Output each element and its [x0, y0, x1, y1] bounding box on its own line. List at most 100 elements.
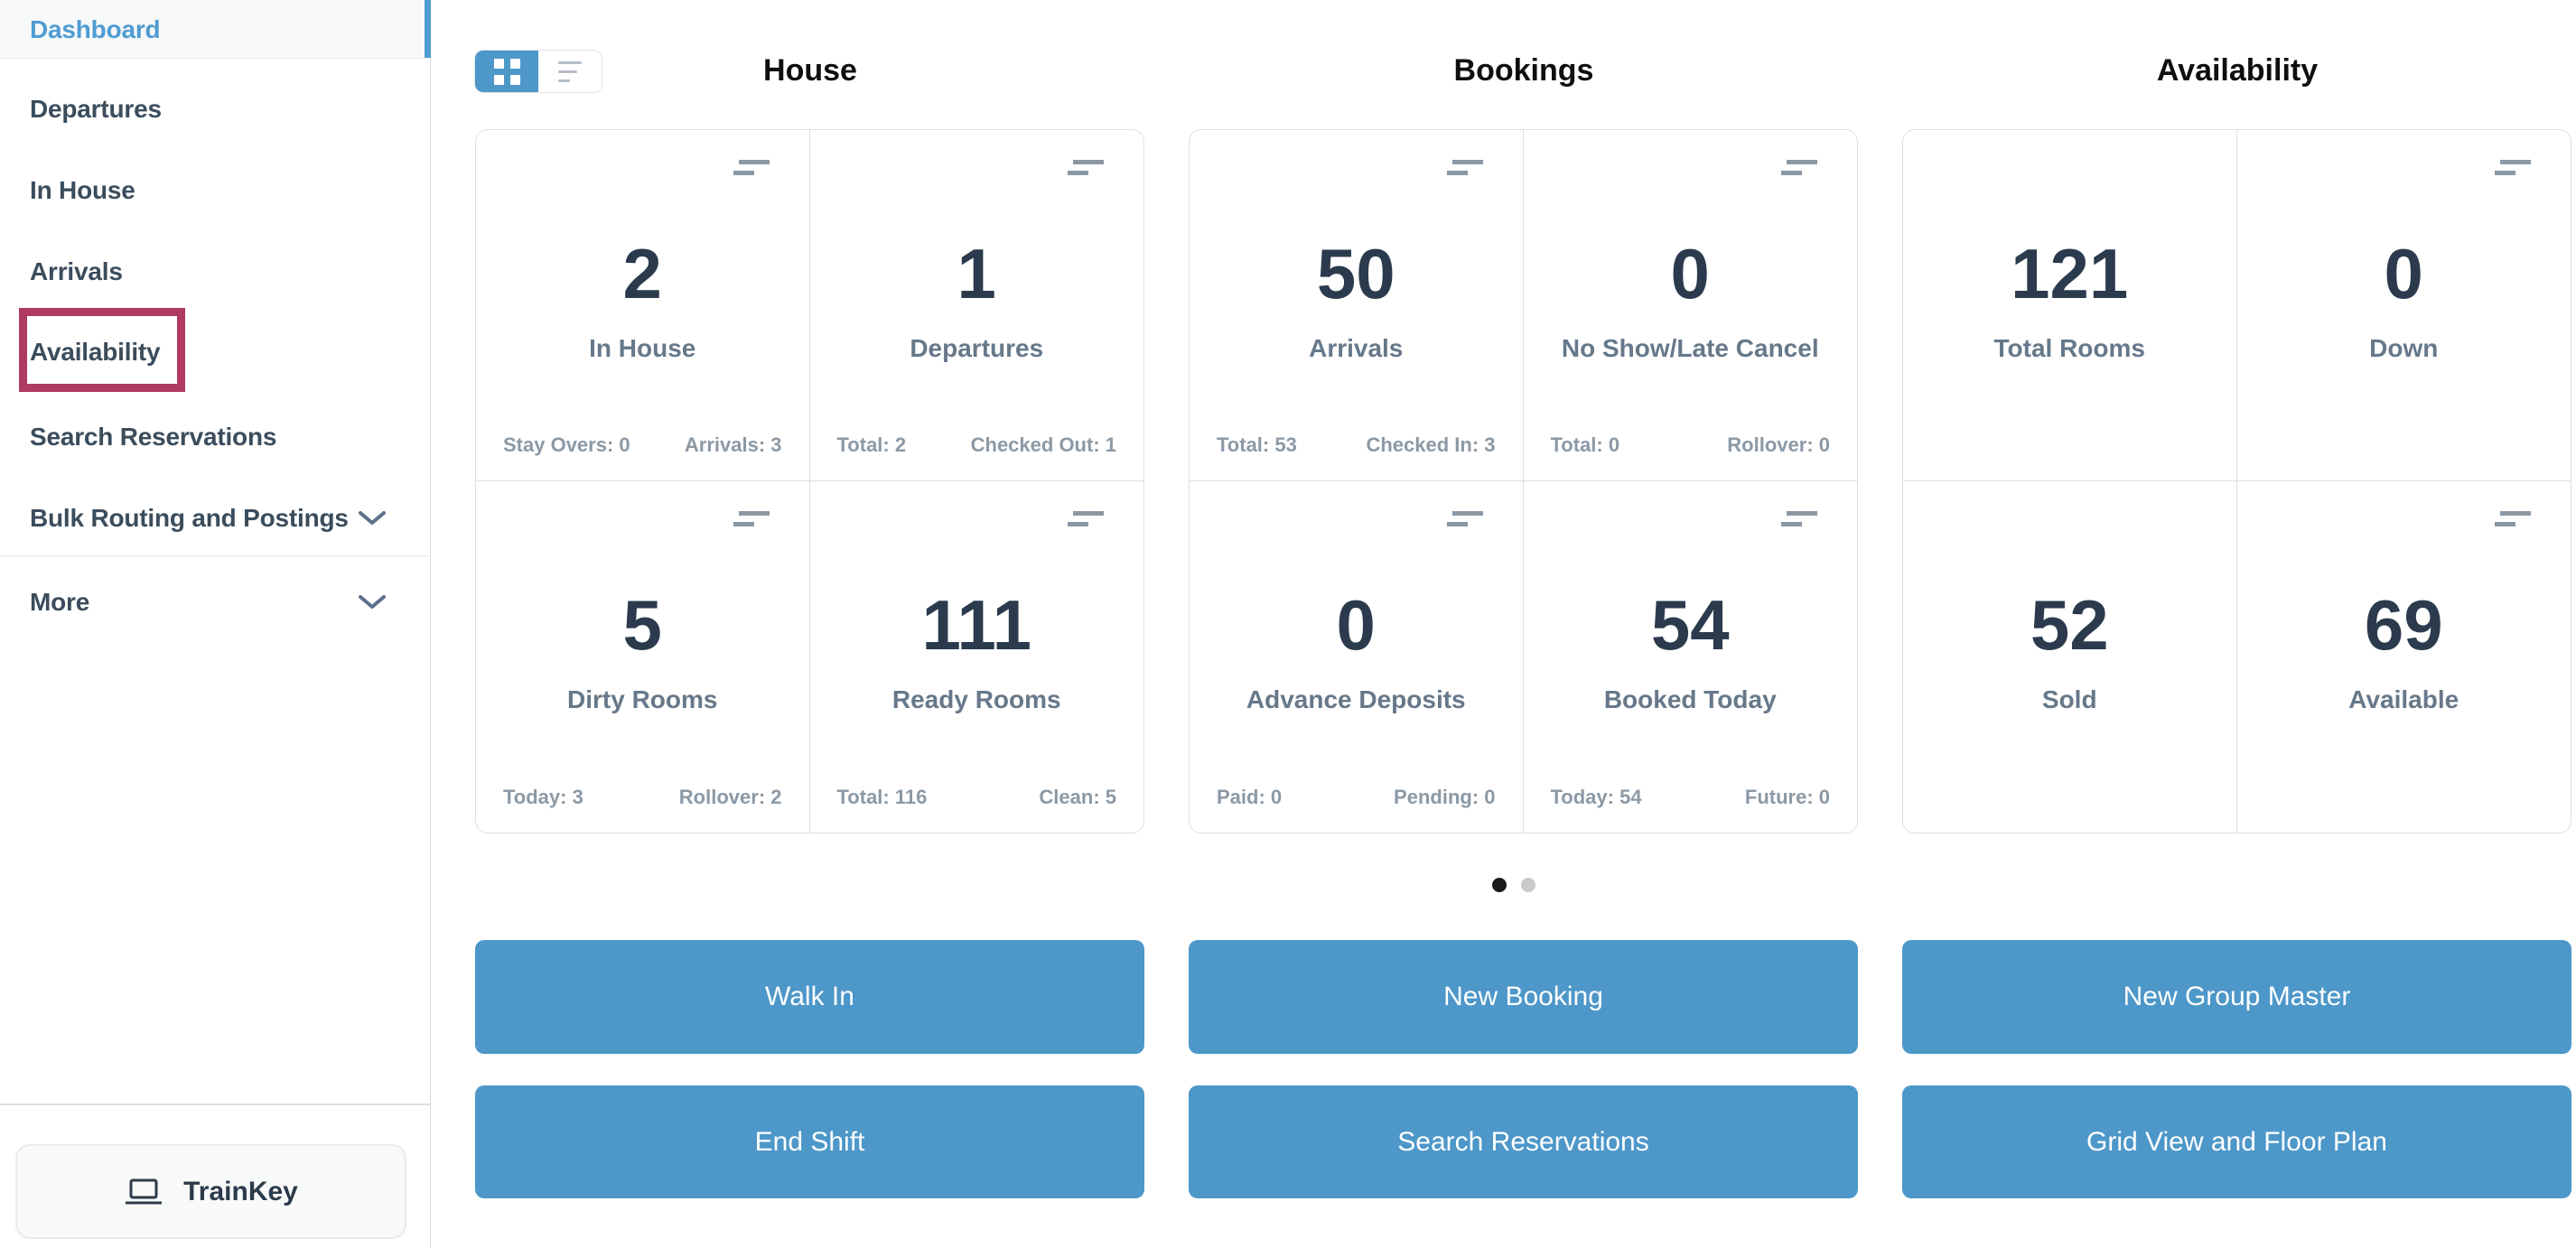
- filter-bars-icon[interactable]: [733, 511, 770, 526]
- card-stat-right: Checked In: 3: [1366, 433, 1496, 456]
- card-label: Total Rooms: [1993, 334, 2145, 362]
- sidebar-item-label: Departures: [30, 95, 162, 123]
- card-stat-right: Clean: 5: [1039, 786, 1116, 808]
- view-toggle: [474, 50, 602, 93]
- sidebar: Dashboard Departures In House Arrivals A…: [0, 0, 431, 1248]
- card-stats: Paid: 0 Pending: 0: [1217, 786, 1496, 809]
- sidebar-item-label: Search Reservations: [30, 423, 277, 451]
- card-stat-left: Today: 3: [503, 786, 583, 808]
- stat-card-advance-deposits[interactable]: 0 Advance Deposits Paid: 0 Pending: 0: [1190, 481, 1524, 833]
- card-stat-left: Total: 0: [1550, 433, 1620, 456]
- sidebar-item-label: Bulk Routing and Postings: [30, 504, 349, 532]
- card-stat-right: Arrivals: 3: [684, 433, 782, 456]
- walk-in-button[interactable]: Walk In: [475, 940, 1144, 1054]
- bookings-card-group: 50 Arrivals Total: 53 Checked In: 3 0 No…: [1189, 129, 1858, 834]
- stat-card-no-show[interactable]: 0 No Show/Late Cancel Total: 0 Rollover:…: [1523, 130, 1857, 481]
- card-stats: Today: 54 Future: 0: [1551, 786, 1831, 809]
- sidebar-item-label: In House: [30, 176, 135, 204]
- filter-bars-icon[interactable]: [1068, 160, 1104, 175]
- card-label: Booked Today: [1603, 685, 1777, 713]
- filter-bars-icon[interactable]: [733, 160, 770, 175]
- card-value: 0: [2384, 234, 2423, 313]
- filter-bars-icon[interactable]: [1781, 511, 1817, 526]
- stat-card-ready-rooms[interactable]: 111 Ready Rooms Total: 116 Clean: 5: [810, 481, 1144, 833]
- filter-bars-icon[interactable]: [1781, 160, 1817, 175]
- card-value: 111: [921, 585, 1032, 665]
- stat-card-down[interactable]: 0 Down: [2236, 130, 2571, 481]
- section-title-bookings: Bookings: [1453, 53, 1594, 88]
- card-label: Arrivals: [1309, 334, 1404, 362]
- card-stats: Stay Overs: 0 Arrivals: 3: [503, 433, 782, 457]
- sidebar-item-in-house[interactable]: In House: [0, 163, 431, 218]
- card-stat-left: Total: 116: [836, 786, 928, 808]
- sidebar-item-dashboard[interactable]: Dashboard: [0, 0, 431, 59]
- card-label: Sold: [2041, 685, 2097, 713]
- filter-bars-icon[interactable]: [1068, 511, 1104, 526]
- stat-card-in-house[interactable]: 2 In House Stay Overs: 0 Arrivals: 3: [476, 130, 810, 481]
- card-stat-left: Total: 53: [1217, 433, 1297, 456]
- card-stat-right: Rollover: 0: [1727, 433, 1830, 456]
- card-stat-left: Today: 54: [1550, 786, 1642, 808]
- card-value: 1: [957, 234, 996, 313]
- card-label: Down: [2369, 334, 2439, 362]
- grid-icon: [493, 58, 520, 85]
- card-stat-left: Paid: 0: [1217, 786, 1283, 808]
- sidebar-item-label: Dashboard: [30, 15, 161, 43]
- new-group-master-button[interactable]: New Group Master: [1902, 940, 2571, 1054]
- sidebar-item-bulk-routing[interactable]: Bulk Routing and Postings: [0, 491, 431, 545]
- active-indicator-bar: [425, 0, 431, 58]
- filter-bars-icon[interactable]: [1446, 160, 1483, 175]
- sidebar-item-departures[interactable]: Departures: [0, 82, 431, 136]
- card-stat-right: Pending: 0: [1394, 786, 1496, 808]
- card-stat-right: Rollover: 2: [678, 786, 782, 808]
- card-stats: Today: 3 Rollover: 2: [503, 786, 782, 809]
- trainkey-label: TrainKey: [183, 1176, 298, 1206]
- stat-card-sold[interactable]: 52 Sold: [1903, 481, 2237, 833]
- carousel-dot-active[interactable]: [1492, 878, 1507, 892]
- stat-card-available[interactable]: 69 Available: [2237, 481, 2571, 833]
- filter-bars-icon[interactable]: [2495, 160, 2531, 175]
- end-shift-button[interactable]: End Shift: [475, 1085, 1144, 1198]
- card-label: Ready Rooms: [891, 685, 1061, 713]
- card-stat-left: Stay Overs: 0: [503, 433, 630, 456]
- card-value: 54: [1650, 585, 1730, 665]
- new-booking-button[interactable]: New Booking: [1189, 940, 1858, 1054]
- card-value: 2: [622, 234, 662, 313]
- card-stat-right: Future: 0: [1744, 786, 1830, 808]
- card-value: 52: [2030, 585, 2109, 665]
- carousel-dot-inactive[interactable]: [1521, 878, 1535, 892]
- sidebar-item-arrivals[interactable]: Arrivals: [0, 245, 431, 299]
- card-stats: Total: 2 Checked Out: 1: [837, 433, 1117, 457]
- grid-view-floor-plan-button[interactable]: Grid View and Floor Plan: [1902, 1085, 2571, 1198]
- laptop-icon: [126, 1178, 163, 1204]
- card-value: 69: [2364, 585, 2443, 665]
- card-stat-right: Checked Out: 1: [970, 433, 1116, 456]
- stat-card-arrivals[interactable]: 50 Arrivals Total: 53 Checked In: 3: [1190, 130, 1524, 481]
- availability-card-group: 121 Total Rooms 0 Down 52 Sold 69 Availa…: [1902, 129, 2571, 834]
- trainkey-button[interactable]: TrainKey: [15, 1144, 406, 1239]
- card-value: 0: [1670, 234, 1710, 313]
- stat-card-departures[interactable]: 1 Departures Total: 2 Checked Out: 1: [809, 130, 1143, 481]
- filter-bars-icon[interactable]: [1446, 511, 1483, 526]
- main-content: House Bookings Availability 2 In House S…: [431, 0, 2576, 1248]
- card-value: 5: [622, 585, 662, 665]
- list-view-button[interactable]: [538, 51, 602, 92]
- card-stat-left: Total: 2: [836, 433, 907, 456]
- sidebar-item-more[interactable]: More: [0, 575, 431, 629]
- search-reservations-button[interactable]: Search Reservations: [1189, 1085, 1858, 1198]
- section-title-house: House: [763, 53, 857, 88]
- sidebar-item-search-reservations[interactable]: Search Reservations: [0, 410, 431, 464]
- sidebar-item-availability[interactable]: Availability: [0, 325, 431, 379]
- carousel-dots: [1492, 878, 1535, 892]
- sidebar-bottom-divider: [0, 1104, 430, 1105]
- card-label: In House: [589, 334, 696, 362]
- card-label: Departures: [910, 334, 1044, 362]
- stat-card-total-rooms[interactable]: 121 Total Rooms: [1903, 130, 2237, 481]
- card-label: Advance Deposits: [1246, 685, 1466, 713]
- stat-card-dirty-rooms[interactable]: 5 Dirty Rooms Today: 3 Rollover: 2: [476, 481, 810, 833]
- filter-bars-icon[interactable]: [2495, 511, 2531, 526]
- card-value: 50: [1316, 234, 1395, 313]
- stat-card-booked-today[interactable]: 54 Booked Today Today: 54 Future: 0: [1524, 481, 1858, 833]
- grid-view-button[interactable]: [475, 51, 538, 92]
